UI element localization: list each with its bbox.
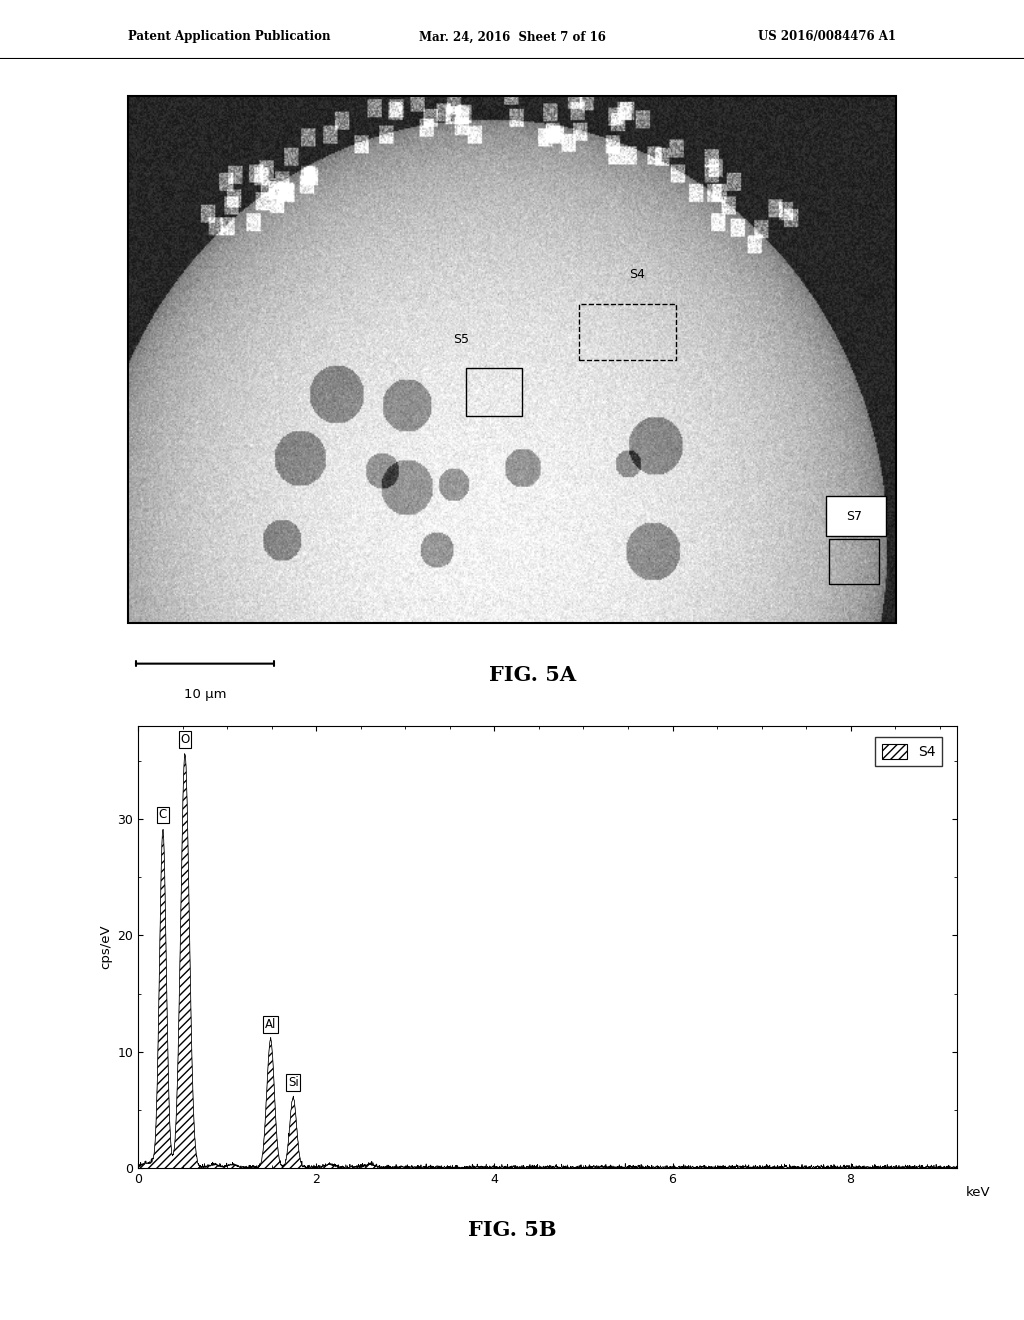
Text: US 2016/0084476 A1: US 2016/0084476 A1	[758, 30, 896, 44]
Bar	[466, 368, 522, 416]
Text: S4: S4	[630, 268, 645, 281]
Bar	[826, 496, 886, 536]
Text: Mar. 24, 2016  Sheet 7 of 16: Mar. 24, 2016 Sheet 7 of 16	[419, 30, 605, 44]
Text: FIG. 5B: FIG. 5B	[468, 1220, 556, 1241]
Text: Patent Application Publication: Patent Application Publication	[128, 30, 331, 44]
Text: Al: Al	[265, 1018, 276, 1031]
Bar	[128, 96, 896, 623]
Text: FIG. 5A: FIG. 5A	[488, 665, 577, 685]
Bar	[829, 539, 879, 583]
Text: Si: Si	[288, 1076, 299, 1089]
Text: keV: keV	[966, 1185, 990, 1199]
Text: C: C	[159, 808, 167, 821]
Bar	[579, 304, 676, 360]
Text: 10 μm: 10 μm	[183, 688, 226, 701]
Legend: S4: S4	[874, 738, 942, 766]
Text: S7: S7	[846, 511, 862, 523]
Text: S5: S5	[453, 333, 469, 346]
Text: O: O	[180, 733, 189, 746]
Y-axis label: cps/eV: cps/eV	[99, 925, 112, 969]
